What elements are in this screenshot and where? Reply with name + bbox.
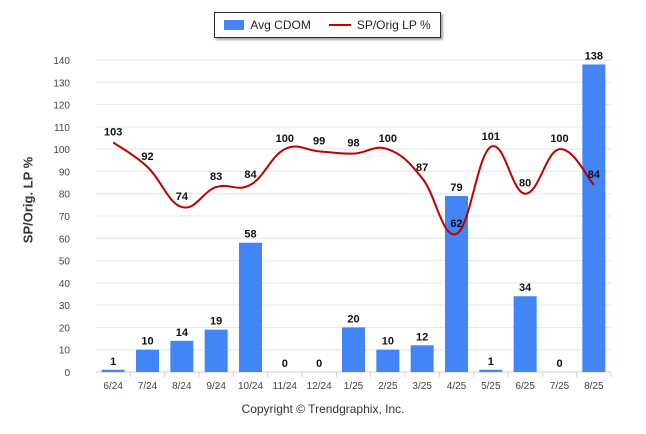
bar-label-3-25: 12	[416, 331, 428, 343]
y-tick-0: 0	[64, 368, 70, 379]
x-tick-12-24: 12/24	[307, 381, 332, 392]
bar-10-24[interactable]	[239, 242, 262, 372]
y-tick-40: 40	[59, 279, 71, 290]
data-labels: 1 10 14 19 58 0 0 20 10 12 79 1 34 0 138 103 92 74 83 84 100…	[104, 50, 603, 370]
x-tick-1-25: 1/25	[344, 381, 364, 392]
bar-8-25[interactable]	[582, 64, 606, 372]
line-label-11-24: 100	[276, 133, 294, 145]
bar-2-25[interactable]	[376, 349, 400, 372]
grid-lines	[96, 59, 611, 373]
line-label-7-25: 100	[550, 133, 568, 145]
y-tick-140: 140	[53, 56, 70, 67]
bar-label-1-25: 20	[347, 313, 359, 325]
bar-label-12-24: 0	[316, 358, 322, 370]
bar-label-2-25: 10	[382, 336, 394, 348]
x-tick-6-25: 6/25	[515, 381, 535, 392]
bar-label-11-24: 0	[282, 358, 288, 370]
bar-6-25[interactable]	[513, 296, 537, 372]
y-tick-20: 20	[59, 323, 71, 334]
bar-label-10-24: 58	[244, 229, 256, 241]
bar-7-24[interactable]	[136, 349, 159, 372]
bars-avg-cdom	[101, 64, 606, 372]
x-axis-ticks: 6/24 7/24 8/24 9/24 10/24 11/24 12/24 1/25 2/25 3…	[103, 372, 612, 392]
y-tick-70: 70	[59, 212, 71, 223]
x-tick-9-24: 9/24	[206, 381, 226, 392]
y-tick-50: 50	[59, 257, 71, 268]
x-tick-10-24: 10/24	[238, 381, 263, 392]
bar-label-9-24: 19	[210, 316, 222, 328]
x-tick-6-24: 6/24	[103, 381, 123, 392]
legend[interactable]: Avg CDOM SP/Orig LP %	[214, 12, 441, 38]
legend-item-avg-cdom[interactable]: Avg CDOM	[224, 18, 311, 32]
x-tick-8-24: 8/24	[172, 381, 192, 392]
bar-9-24[interactable]	[204, 329, 228, 372]
copyright: Copyright © Trendgraphix, Inc.	[241, 402, 405, 416]
line-label-7-24: 92	[141, 151, 153, 163]
x-tick-5-25: 5/25	[481, 381, 501, 392]
y-axis-label: SP/Orig. LP %	[20, 156, 36, 244]
line-label-10-24: 84	[244, 169, 257, 181]
x-tick-4-25: 4/25	[447, 381, 467, 392]
bar-label-7-25: 0	[556, 358, 562, 370]
line-sp-orig	[112, 141, 595, 236]
bar-1-25[interactable]	[342, 327, 365, 372]
bar-label-6-25: 34	[519, 282, 532, 294]
legend-swatch-bar	[224, 20, 245, 30]
y-axis-ticks: 0 10 20 30 40 50 60 70 80 90 100 110 120 130 140	[53, 56, 70, 379]
line-label-9-24: 83	[210, 171, 222, 183]
y-tick-30: 30	[59, 301, 71, 312]
y-tick-120: 120	[53, 101, 70, 112]
bar-6-24[interactable]	[101, 369, 125, 372]
legend-label-sp-orig: SP/Orig LP %	[356, 18, 431, 32]
x-tick-3-25: 3/25	[412, 381, 432, 392]
line-label-8-25: 84	[588, 169, 601, 181]
line-label-8-24: 74	[176, 191, 189, 203]
y-tick-110: 110	[54, 123, 70, 134]
x-tick-2-25: 2/25	[378, 381, 398, 392]
y-tick-80: 80	[59, 190, 71, 201]
bar-label-7-24: 10	[141, 336, 153, 348]
line-label-1-25: 98	[347, 138, 359, 150]
line-label-4-25: 62	[450, 218, 462, 230]
bar-5-25[interactable]	[479, 369, 503, 372]
line-label-6-25: 80	[519, 178, 531, 190]
y-tick-90: 90	[59, 167, 71, 178]
bar-8-24[interactable]	[170, 340, 194, 372]
sp-orig-line[interactable]	[112, 141, 595, 236]
legend-item-sp-orig[interactable]: SP/Orig LP %	[328, 18, 431, 32]
bar-label-6-24: 1	[110, 356, 116, 368]
y-tick-60: 60	[59, 234, 71, 245]
line-label-12-24: 99	[313, 135, 325, 147]
line-label-5-25: 101	[482, 131, 500, 143]
x-tick-8-25: 8/25	[584, 381, 604, 392]
x-tick-7-24: 7/24	[138, 381, 158, 392]
line-label-3-25: 87	[416, 162, 428, 174]
bar-label-5-25: 1	[488, 356, 494, 368]
legend-swatch-line	[328, 24, 351, 26]
legend-label-avg-cdom: Avg CDOM	[250, 18, 311, 32]
bar-4-25[interactable]	[445, 195, 468, 372]
y-tick-130: 130	[53, 78, 70, 89]
x-tick-11-24: 11/24	[273, 381, 298, 392]
line-label-6-24: 103	[104, 126, 122, 138]
bar-3-25[interactable]	[410, 345, 434, 372]
line-label-2-25: 100	[379, 133, 397, 145]
bar-label-8-24: 14	[176, 327, 189, 339]
bar-label-4-25: 79	[450, 182, 462, 194]
bar-label-8-25: 138	[585, 50, 603, 62]
y-tick-10: 10	[59, 346, 71, 357]
y-tick-100: 100	[53, 145, 70, 156]
x-tick-7-25: 7/25	[550, 381, 570, 392]
